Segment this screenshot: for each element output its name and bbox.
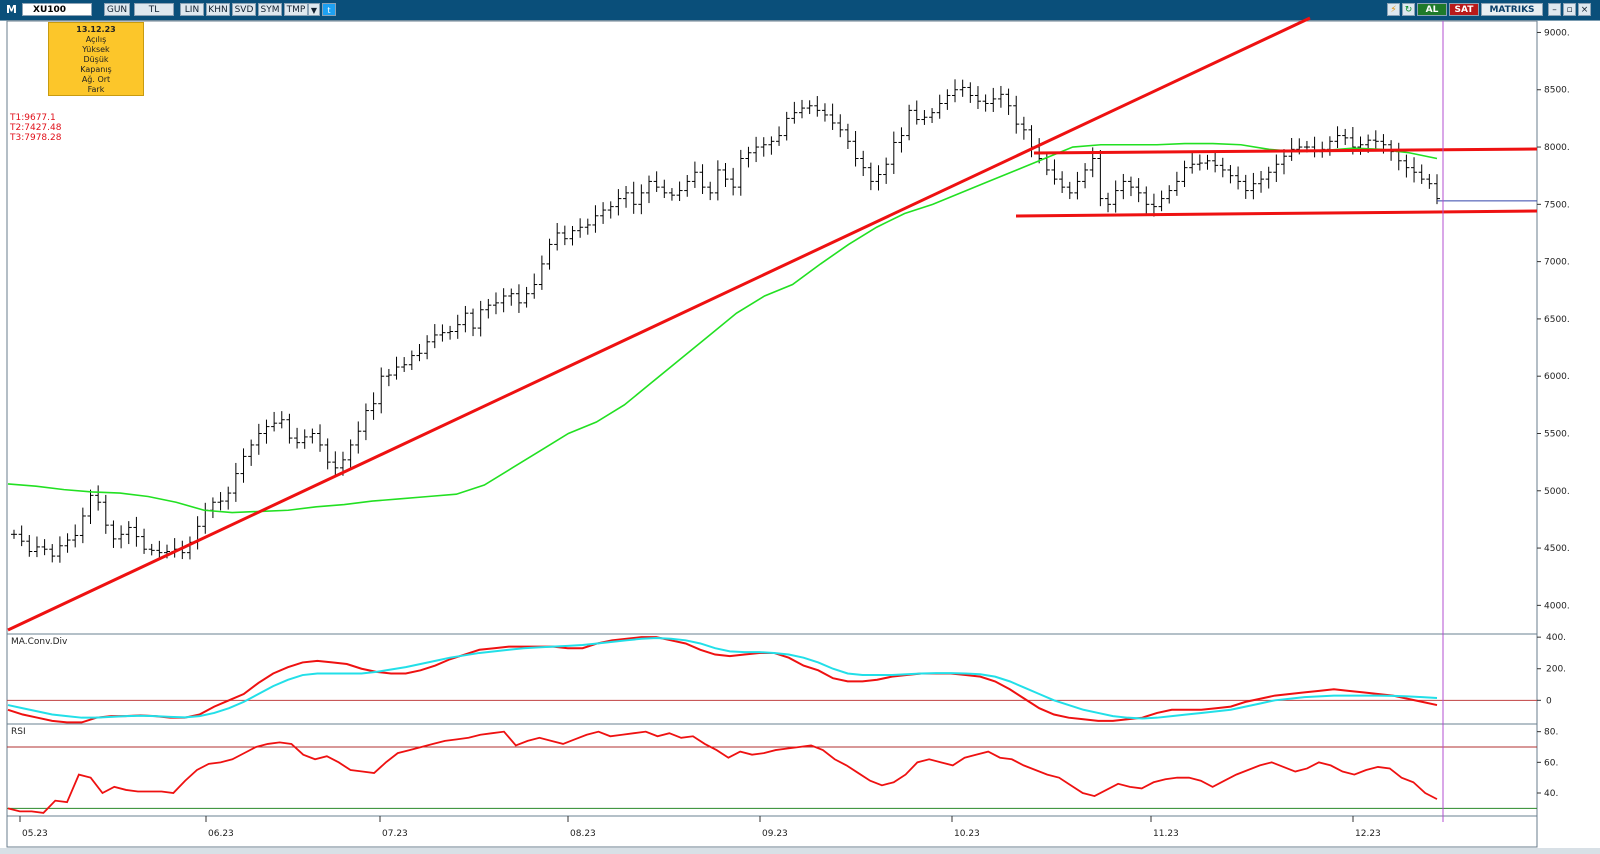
info-field-diff: Fark bbox=[87, 85, 105, 94]
price-y-tick-label: 6500. bbox=[1544, 315, 1570, 325]
currency-button[interactable]: TL bbox=[134, 3, 174, 16]
trend-label-t1: T1:9677.1 bbox=[10, 113, 56, 123]
x-tick-label: 12.23 bbox=[1355, 829, 1381, 839]
lightning-icon[interactable]: ⚡ bbox=[1387, 3, 1400, 16]
refresh-icon[interactable]: ↻ bbox=[1402, 3, 1415, 16]
macd-y-tick-label: 400. bbox=[1546, 633, 1566, 643]
info-field-high: Yüksek bbox=[82, 45, 110, 54]
macd-panel bbox=[7, 636, 1537, 724]
template-button[interactable]: TMP bbox=[284, 3, 308, 16]
sym-button[interactable]: SYM bbox=[258, 3, 282, 16]
x-tick-label: 11.23 bbox=[1153, 829, 1179, 839]
trend-line-t3 bbox=[1033, 147, 1538, 155]
macd-label: MA.Conv.Div bbox=[11, 637, 68, 647]
period-button[interactable]: GUN bbox=[104, 3, 130, 16]
x-tick-label: 08.23 bbox=[570, 829, 596, 839]
macd-y-tick-label: 200. bbox=[1546, 665, 1566, 675]
macd-y-tick-label: 0 bbox=[1546, 696, 1552, 706]
restore-icon[interactable]: ▫ bbox=[1563, 3, 1576, 16]
status-bar bbox=[0, 848, 1600, 854]
x-tick-label: 10.23 bbox=[954, 829, 980, 839]
x-tick-label: 06.23 bbox=[208, 829, 234, 839]
linear-scale-button[interactable]: LIN bbox=[180, 3, 204, 16]
info-box: 13.12.23 Açılış Yüksek Düşük Kapanış Ağ.… bbox=[48, 22, 144, 96]
trend-labels: T1:9677.1 T2:7427.48 T3:7978.28 bbox=[10, 113, 61, 143]
price-y-tick-label: 8000. bbox=[1544, 143, 1570, 153]
info-date: 13.12.23 bbox=[76, 25, 116, 34]
price-y-tick-label: 7500. bbox=[1544, 200, 1570, 210]
price-panel bbox=[7, 16, 1538, 632]
toolbar: M XU100 GUN TL LIN KHN SVD SYM TMP ▼ t ⚡… bbox=[0, 0, 1600, 21]
chevron-down-icon[interactable]: ▼ bbox=[308, 3, 320, 16]
brand-logo: MATRIKS bbox=[1481, 3, 1543, 16]
close-icon[interactable]: × bbox=[1578, 3, 1591, 16]
price-y-tick-label: 5500. bbox=[1544, 429, 1570, 439]
trend-line-t1 bbox=[7, 16, 1311, 632]
price-y-tick-label: 5000. bbox=[1544, 487, 1570, 497]
signal-line bbox=[7, 636, 1438, 720]
x-tick-label: 07.23 bbox=[382, 829, 408, 839]
info-field-open: Açılış bbox=[85, 35, 107, 44]
svd-button[interactable]: SVD bbox=[232, 3, 256, 16]
buy-button[interactable]: AL bbox=[1417, 3, 1447, 16]
price-y-tick-label: 4000. bbox=[1544, 601, 1570, 611]
trend-label-t3: T3:7978.28 bbox=[10, 133, 62, 143]
moving-average-line bbox=[7, 142, 1438, 514]
price-y-tick-label: 8500. bbox=[1544, 86, 1570, 96]
menu-button[interactable]: M bbox=[6, 3, 17, 16]
info-field-close: Kapanış bbox=[80, 65, 112, 74]
trend-line-t2 bbox=[1015, 209, 1538, 218]
rsi-label: RSI bbox=[11, 727, 26, 737]
price-y-tick-label: 6000. bbox=[1544, 372, 1570, 382]
axes: 9000. 8500. 8000. 7500. 7000. 6500. 6000. 5500.… bbox=[19, 28, 1570, 839]
khn-button[interactable]: KHN bbox=[206, 3, 230, 16]
trend-label-t2: T2:7427.48 bbox=[10, 123, 62, 133]
twitter-icon[interactable]: t bbox=[322, 3, 336, 16]
info-field-low: Düşük bbox=[83, 55, 109, 64]
sell-button[interactable]: SAT bbox=[1449, 3, 1479, 16]
info-field-avg: Ağ. Ort bbox=[81, 75, 111, 84]
macd-line bbox=[7, 636, 1438, 724]
rsi-panel bbox=[7, 730, 1537, 814]
x-tick-label: 05.23 bbox=[22, 829, 48, 839]
rsi-line bbox=[7, 730, 1438, 814]
x-tick-label: 09.23 bbox=[762, 829, 788, 839]
minimize-icon[interactable]: – bbox=[1548, 3, 1561, 16]
price-y-tick-label: 7000. bbox=[1544, 258, 1570, 268]
price-y-tick-label: 4500. bbox=[1544, 544, 1570, 554]
rsi-y-tick-label: 40. bbox=[1544, 789, 1558, 799]
rsi-y-tick-label: 60. bbox=[1544, 758, 1558, 768]
rsi-y-tick-label: 80. bbox=[1544, 728, 1558, 738]
symbol-input[interactable]: XU100 bbox=[22, 3, 92, 16]
price-y-tick-label: 9000. bbox=[1544, 28, 1570, 38]
